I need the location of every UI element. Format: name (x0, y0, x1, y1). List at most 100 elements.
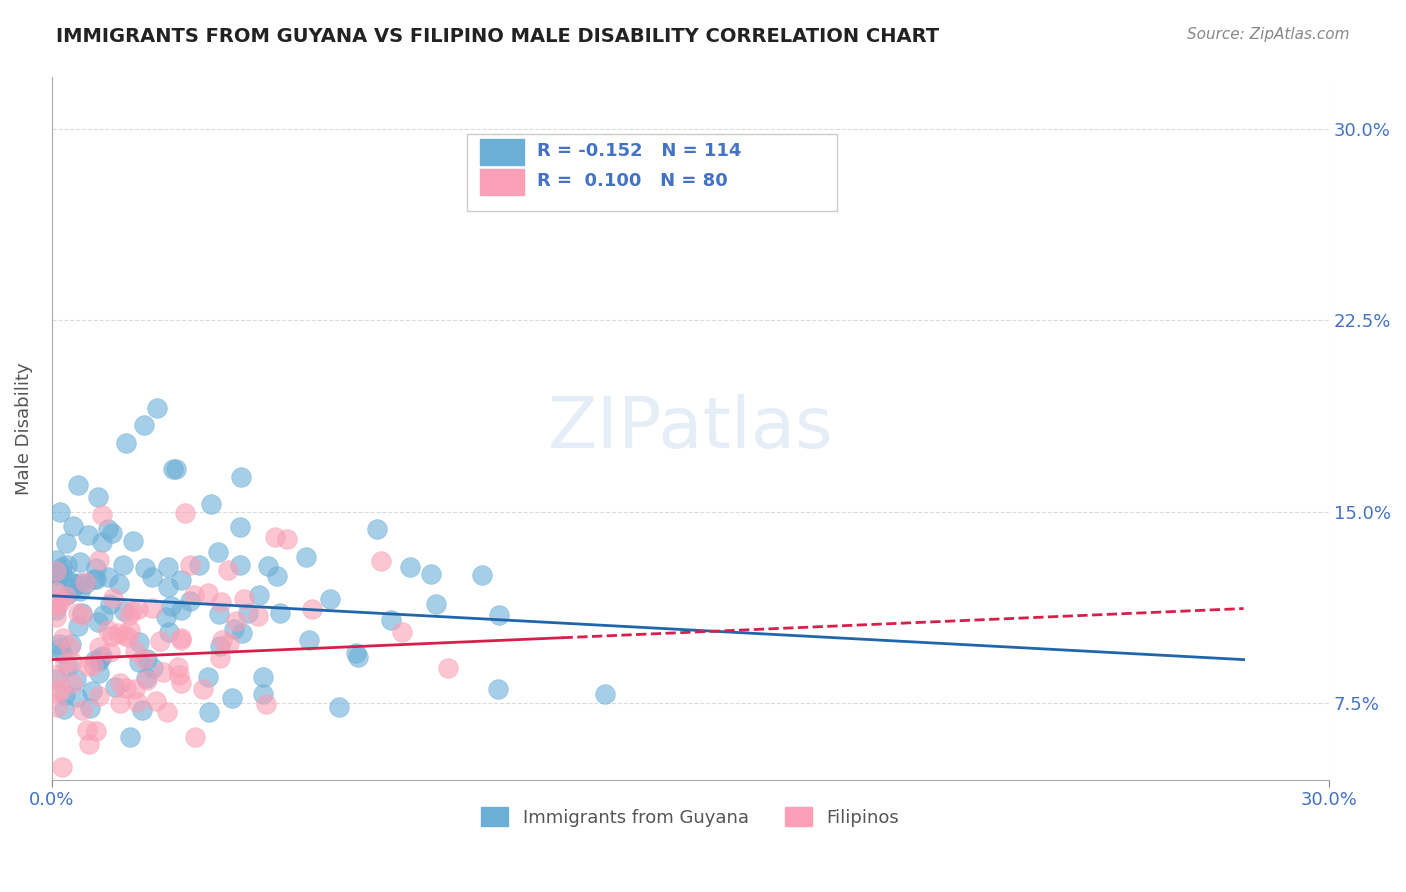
Text: R = -0.152   N = 114: R = -0.152 N = 114 (537, 142, 741, 161)
Point (224, 622, 246, 636)
Point (87, 640, 110, 654)
Point (52, 632, 75, 646)
Point (209, 651, 232, 665)
Point (87, 615, 110, 629)
Point (218, 636, 240, 650)
Point (200, 497, 222, 511)
Point (120, 623, 142, 637)
Point (89, 651, 111, 665)
Point (366, 522, 388, 536)
Point (97, 523, 120, 537)
Point (66, 477, 89, 491)
Point (131, 703, 153, 717)
Point (236, 606, 259, 620)
Point (82, 657, 104, 672)
Point (221, 691, 243, 706)
Point (208, 607, 231, 621)
Point (77, 737, 100, 751)
Point (108, 696, 131, 710)
Point (60, 676, 83, 690)
Point (593, 687, 616, 701)
Point (471, 568, 494, 582)
Point (89, 689, 111, 703)
Point (170, 574, 193, 588)
Point (347, 649, 370, 664)
FancyBboxPatch shape (479, 169, 524, 195)
Point (112, 604, 135, 618)
Point (84, 723, 107, 738)
Point (141, 601, 163, 615)
Point (425, 597, 447, 611)
Point (197, 586, 219, 600)
Point (121, 604, 143, 618)
Point (162, 462, 184, 476)
Point (62, 519, 84, 533)
Point (198, 705, 221, 719)
Point (437, 661, 460, 675)
Point (246, 608, 269, 623)
Point (97, 624, 120, 638)
Point (135, 671, 157, 685)
Text: Source: ZipAtlas.com: Source: ZipAtlas.com (1187, 27, 1350, 42)
Point (179, 594, 201, 608)
Point (124, 682, 146, 697)
Point (252, 670, 274, 684)
Point (117, 630, 139, 644)
Point (69, 575, 91, 590)
Point (269, 607, 291, 621)
Point (114, 681, 136, 696)
Point (229, 470, 252, 484)
Point (45, 667, 67, 681)
Point (104, 681, 127, 695)
Point (76, 723, 98, 737)
Point (141, 570, 163, 584)
Point (66, 690, 89, 704)
Point (45, 585, 67, 599)
Point (55, 589, 77, 603)
Legend: Immigrants from Guyana, Filipinos: Immigrants from Guyana, Filipinos (474, 800, 907, 834)
Point (184, 730, 207, 744)
Text: IMMIGRANTS FROM GUYANA VS FILIPINO MALE DISABILITY CORRELATION CHART: IMMIGRANTS FROM GUYANA VS FILIPINO MALE … (56, 27, 939, 45)
Point (46, 599, 69, 614)
Point (87, 490, 110, 504)
Point (82, 684, 104, 698)
Point (344, 646, 367, 660)
Point (76, 658, 98, 673)
FancyBboxPatch shape (467, 134, 837, 211)
Point (229, 558, 252, 573)
Point (124, 644, 146, 658)
Point (89, 552, 111, 566)
Point (157, 581, 180, 595)
Point (84, 653, 107, 667)
FancyBboxPatch shape (479, 138, 524, 165)
Point (111, 558, 134, 573)
Point (45, 685, 67, 699)
Point (73, 577, 96, 591)
Point (145, 694, 167, 708)
Point (297, 632, 319, 647)
Point (45, 553, 67, 567)
Point (208, 639, 231, 653)
Point (53, 656, 76, 670)
Point (217, 563, 239, 577)
Point (98, 597, 121, 611)
Point (135, 673, 157, 688)
Point (233, 592, 256, 607)
Point (165, 462, 187, 476)
Point (118, 607, 141, 622)
Point (169, 632, 191, 647)
Point (157, 624, 180, 639)
Point (135, 652, 157, 666)
Point (127, 602, 149, 616)
Point (294, 550, 316, 565)
Point (49, 505, 72, 519)
Point (84, 561, 107, 575)
Point (45, 566, 67, 580)
Point (170, 675, 193, 690)
Point (183, 589, 205, 603)
Point (45, 602, 67, 616)
Point (207, 545, 229, 559)
Point (328, 700, 350, 714)
Point (51, 760, 73, 774)
Point (209, 595, 232, 609)
